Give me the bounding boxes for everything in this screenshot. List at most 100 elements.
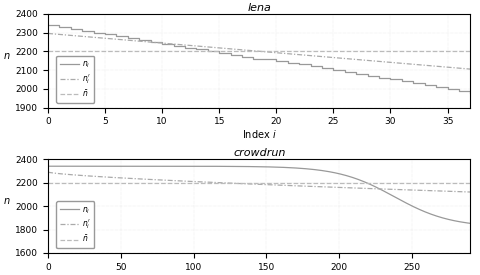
$n_i'$ (376, 60, 382, 63)
$n_i$ (285, 61, 290, 64)
$n_i$ (79, 29, 85, 32)
$n_i$ (405, 202, 411, 205)
$n_i$ (353, 72, 359, 75)
$n_i$ (68, 27, 74, 31)
$n_i$ (468, 222, 473, 225)
$n_i$ (410, 81, 416, 85)
$n_i$ (125, 37, 131, 40)
$n_i$ (216, 51, 222, 55)
$n_i'$ (319, 55, 325, 58)
$n_i$ (433, 85, 439, 89)
$n_i$ (159, 42, 165, 45)
$n_i$ (239, 55, 245, 59)
$n_i'$ (45, 170, 51, 174)
$n_i'$ (125, 39, 131, 42)
$n_i'$ (251, 49, 256, 53)
$n_i$ (399, 199, 405, 202)
$n_i'$ (285, 52, 290, 55)
$\bar{n}$ (47, 181, 52, 184)
$n_i'$ (453, 190, 459, 193)
$n_i'$ (68, 34, 74, 37)
Title: lena: lena (247, 3, 271, 13)
$n_i$ (453, 219, 459, 223)
$n_i$ (296, 63, 302, 66)
$n_i'$ (182, 43, 188, 47)
$n_i$ (422, 83, 428, 87)
$n_i$ (399, 80, 405, 83)
$n_i$ (336, 172, 342, 175)
$n_i'$ (399, 62, 405, 65)
$n_i$ (319, 67, 325, 70)
$n_i'$ (205, 45, 211, 49)
$n_i$ (171, 44, 177, 47)
$n_i'$ (456, 67, 462, 70)
$n_i'$ (296, 53, 302, 56)
$n_i'$ (422, 64, 428, 67)
$n_i'$ (410, 63, 416, 66)
$n_i'$ (159, 42, 165, 45)
$n_i$ (114, 35, 120, 38)
$n_i$ (45, 23, 51, 27)
$n_i'$ (353, 58, 359, 61)
$n_i'$ (193, 44, 199, 48)
$n_i$ (468, 91, 473, 94)
$n_i'$ (57, 33, 62, 36)
$\bar{n}$ (45, 181, 51, 184)
Line: $n_i'$: $n_i'$ (48, 34, 470, 69)
X-axis label: Index $i$: Index $i$ (242, 128, 276, 140)
$n_i$ (456, 89, 462, 92)
$n_i'$ (342, 57, 348, 60)
$n_i'$ (421, 189, 427, 192)
X-axis label: Index $i$: Index $i$ (242, 273, 276, 275)
$n_i'$ (171, 42, 177, 46)
$n_i'$ (405, 188, 411, 192)
$n_i$ (228, 53, 234, 57)
$n_i'$ (79, 35, 85, 38)
$n_i$ (308, 65, 313, 68)
$n_i'$ (399, 188, 405, 191)
$n_i$ (114, 164, 120, 168)
$n_i'$ (216, 46, 222, 50)
$n_i$ (376, 76, 382, 79)
$n_i'$ (433, 65, 439, 68)
$n_i'$ (114, 38, 120, 41)
$n_i'$ (331, 56, 336, 59)
$n_i'$ (102, 37, 108, 40)
$n_i$ (57, 25, 62, 29)
$n_i$ (182, 46, 188, 49)
$n_i'$ (114, 176, 120, 179)
$n_i$ (262, 57, 268, 60)
$n_i'$ (365, 59, 371, 62)
$n_i$ (102, 33, 108, 36)
$n_i$ (421, 210, 427, 213)
$\bar{n}$ (57, 50, 62, 53)
$\bar{n}$ (45, 50, 51, 53)
Y-axis label: $n$: $n$ (3, 51, 11, 61)
Title: crowdrun: crowdrun (233, 148, 286, 158)
$n_i$ (331, 68, 336, 72)
Legend: $n_i$, $n_i'$, $\bar{n}$: $n_i$, $n_i'$, $\bar{n}$ (56, 201, 95, 248)
$n_i$ (342, 70, 348, 74)
$n_i'$ (468, 67, 473, 71)
$n_i$ (205, 50, 211, 53)
Y-axis label: $n$: $n$ (3, 196, 11, 206)
$n_i$ (388, 78, 394, 81)
$n_i'$ (336, 186, 342, 189)
$n_i'$ (468, 190, 473, 194)
$n_i'$ (444, 65, 450, 69)
$n_i'$ (136, 40, 142, 43)
Line: $n_i$: $n_i$ (48, 25, 470, 93)
Legend: $n_i$, $n_i'$, $\bar{n}$: $n_i$, $n_i'$, $\bar{n}$ (56, 56, 95, 103)
$n_i$ (444, 87, 450, 90)
$n_i$ (148, 40, 154, 43)
$n_i'$ (239, 48, 245, 51)
$n_i$ (193, 48, 199, 51)
$n_i$ (136, 39, 142, 42)
$n_i$ (91, 31, 96, 34)
$n_i$ (274, 59, 279, 62)
$n_i'$ (274, 51, 279, 54)
$n_i'$ (148, 40, 154, 44)
$n_i'$ (228, 47, 234, 51)
$n_i$ (251, 57, 256, 60)
$n_i'$ (45, 32, 51, 35)
